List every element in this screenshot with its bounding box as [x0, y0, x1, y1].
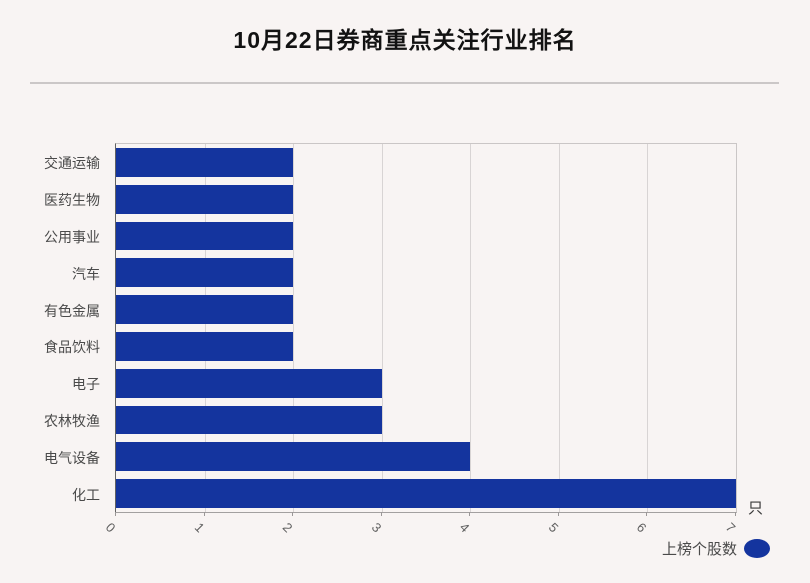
y-axis-label: 化工 — [72, 486, 100, 503]
x-tick-label: 2 — [279, 519, 296, 536]
bar — [116, 148, 294, 177]
x-tick-mark — [292, 512, 294, 516]
x-axis-unit-label: 只 — [748, 500, 764, 517]
legend: 上榜个股数 — [662, 538, 770, 559]
x-axis: 0 1 2 3 4 5 6 7 — [103, 512, 738, 554]
bar — [116, 258, 294, 288]
gridline — [204, 144, 206, 512]
gridline — [647, 144, 649, 512]
x-tick-label: 6 — [634, 519, 650, 536]
y-axis-label: 农林牧渔 — [44, 413, 100, 429]
gridline — [293, 144, 295, 512]
x-tick-label: 3 — [368, 519, 385, 536]
y-axis-label: 交通运输 — [44, 155, 100, 172]
x-tick-mark — [646, 512, 648, 516]
gridline — [381, 144, 383, 512]
x-tick-label: 1 — [191, 519, 208, 536]
gridline — [470, 144, 472, 512]
bar — [116, 442, 471, 472]
x-tick-label: 4 — [457, 519, 473, 536]
x-tick-mark — [203, 512, 205, 516]
bar — [116, 184, 294, 214]
bar — [116, 405, 382, 435]
title-divider — [30, 82, 779, 84]
x-tick-mark — [469, 512, 471, 516]
x-tick-mark — [557, 512, 559, 516]
plot-area — [115, 143, 737, 513]
y-axis-label: 食品饮料 — [44, 339, 100, 356]
legend-marker-icon — [744, 539, 770, 558]
y-axis-label: 电气设备 — [44, 449, 100, 466]
y-axis-label: 电子 — [72, 376, 100, 393]
y-axis-label: 医药生物 — [44, 192, 100, 209]
legend-label: 上榜个股数 — [661, 541, 737, 558]
x-tick-label: 0 — [102, 519, 119, 536]
x-tick-label: 7 — [722, 519, 739, 536]
y-axis-label: 汽车 — [72, 265, 100, 282]
bar — [116, 368, 382, 398]
x-tick-mark — [115, 512, 116, 516]
x-tick-label: 5 — [545, 519, 562, 536]
gridline — [558, 144, 560, 512]
bar — [116, 295, 294, 324]
x-tick-mark — [735, 512, 736, 516]
chart-title: 10月22日券商重点关注行业排名 — [233, 27, 577, 53]
bar — [116, 221, 294, 251]
y-axis-labels: 交通运输医药生物公用事业汽车有色金属食品饮料电子农林牧渔电气设备化工 — [0, 143, 107, 511]
x-tick-mark — [380, 512, 382, 516]
bar — [116, 479, 736, 508]
y-axis-label: 有色金属 — [44, 302, 100, 319]
y-axis-label: 公用事业 — [44, 229, 100, 245]
bar — [116, 332, 294, 361]
